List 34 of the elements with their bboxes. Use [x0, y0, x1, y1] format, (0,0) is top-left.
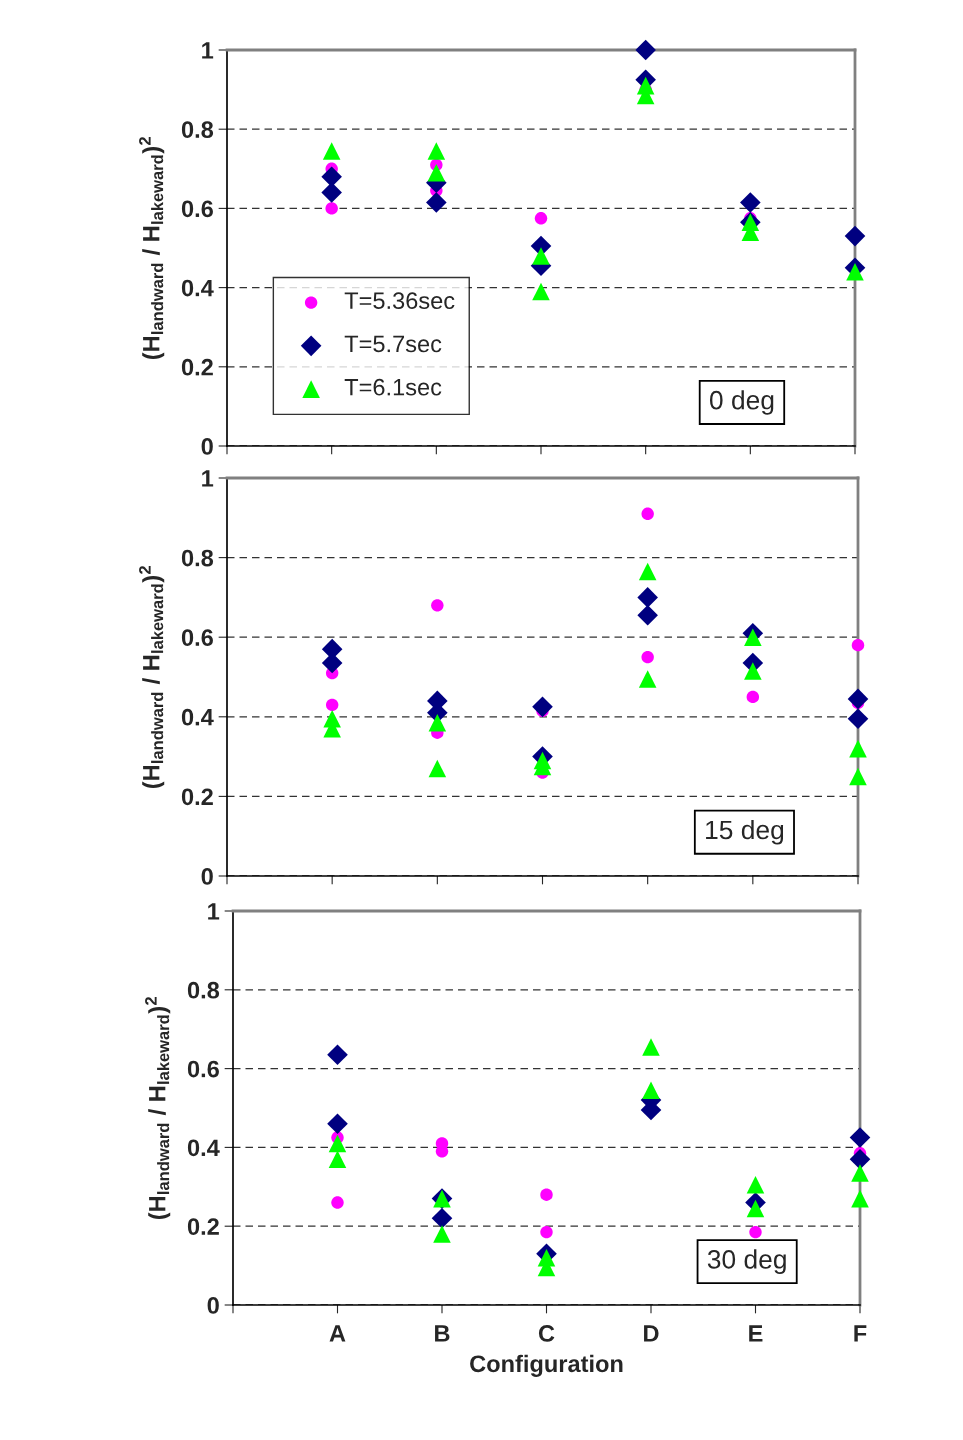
legend-label: T=5.7sec [344, 335, 442, 353]
y-tick-label: 0.6 [187, 1060, 219, 1078]
y-tick-label: 0.8 [181, 121, 214, 138]
y-tick-label: 0.6 [181, 629, 213, 646]
y-tick-label: 0.8 [187, 981, 220, 999]
y-tick-label: 1 [202, 470, 214, 487]
x-tick-label: B [435, 1325, 450, 1342]
y-tick-label: 0.2 [181, 358, 213, 376]
y-tick-label: 0 [201, 868, 213, 885]
legend-label: T=6.1sec [344, 378, 442, 396]
y-tick-label: 0.4 [181, 279, 214, 297]
y-axis-title: (H$_{landward}$ / H$_{lakeward}$)$^{2}$ [139, 566, 165, 789]
y-tick-label: 1 [208, 903, 220, 920]
y-tick-label: 0.4 [187, 1139, 220, 1157]
y-tick-label: 1 [202, 42, 214, 59]
x-tick-label: A [329, 1325, 346, 1342]
x-tick-label: F [854, 1325, 867, 1342]
y-tick-label: 0.6 [181, 200, 213, 218]
x-tick-label: C [538, 1325, 555, 1342]
x-axis-title: Configuration [470, 1354, 623, 1377]
annotation: 30 deg [707, 1249, 786, 1274]
x-tick-label: D [644, 1325, 659, 1342]
annotation: 15 deg [706, 819, 784, 845]
y-tick-label: 0.2 [187, 1218, 219, 1235]
x-tick-label: E [749, 1325, 763, 1342]
y-axis-title: (H$_{landward}$ / H$_{lakeward}$)$^{2}$ [139, 137, 165, 360]
y-tick-label: 0 [207, 1297, 219, 1314]
y-tick-label: 0.2 [181, 788, 213, 806]
legend-label: T=5.36sec [344, 292, 455, 310]
y-tick-label: 0.4 [181, 708, 214, 726]
annotation: 0 deg [709, 390, 774, 415]
y-tick-label: 0.8 [181, 549, 214, 567]
y-axis-title: (H$_{landward}$ / H$_{lakeward}$)$^{2}$ [145, 997, 171, 1220]
y-tick-label: 0 [201, 438, 213, 455]
